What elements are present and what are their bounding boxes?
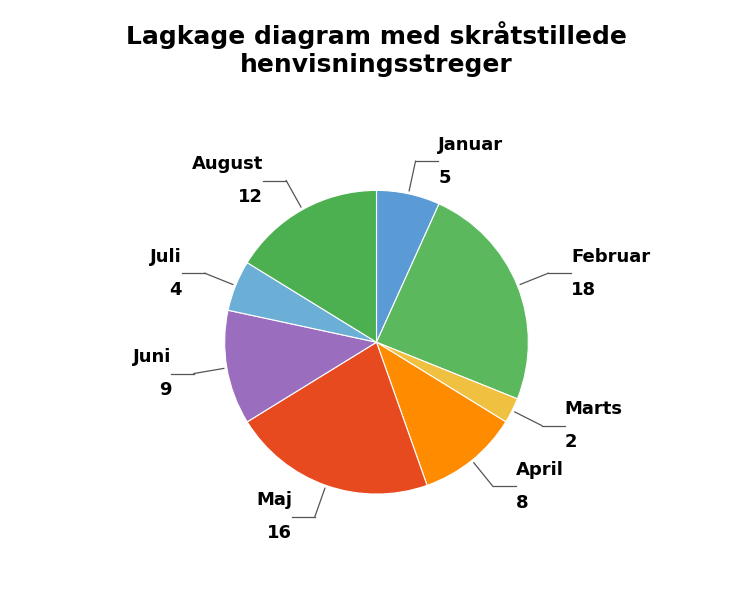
Wedge shape (376, 342, 506, 485)
Wedge shape (224, 310, 376, 422)
Text: 4: 4 (169, 281, 181, 299)
Text: 9: 9 (159, 381, 171, 399)
Text: Maj: Maj (256, 491, 292, 509)
Text: 8: 8 (516, 494, 529, 512)
Text: 2: 2 (565, 433, 578, 451)
Text: 16: 16 (267, 524, 292, 542)
Wedge shape (247, 342, 427, 494)
Text: 18: 18 (572, 281, 596, 299)
Wedge shape (376, 204, 529, 399)
Text: Juli: Juli (150, 248, 181, 265)
Text: Februar: Februar (572, 248, 651, 265)
Text: August: August (192, 155, 264, 173)
Wedge shape (376, 190, 439, 342)
Wedge shape (376, 342, 517, 422)
Text: Januar: Januar (438, 136, 504, 153)
Text: 12: 12 (239, 188, 264, 206)
Wedge shape (228, 262, 376, 342)
Text: Marts: Marts (565, 400, 623, 418)
Text: 5: 5 (438, 168, 451, 187)
Text: April: April (516, 461, 563, 479)
Title: Lagkage diagram med skråtstillede
henvisningsstreger: Lagkage diagram med skråtstillede henvis… (126, 21, 627, 76)
Text: Juni: Juni (133, 348, 171, 366)
Wedge shape (247, 190, 376, 342)
